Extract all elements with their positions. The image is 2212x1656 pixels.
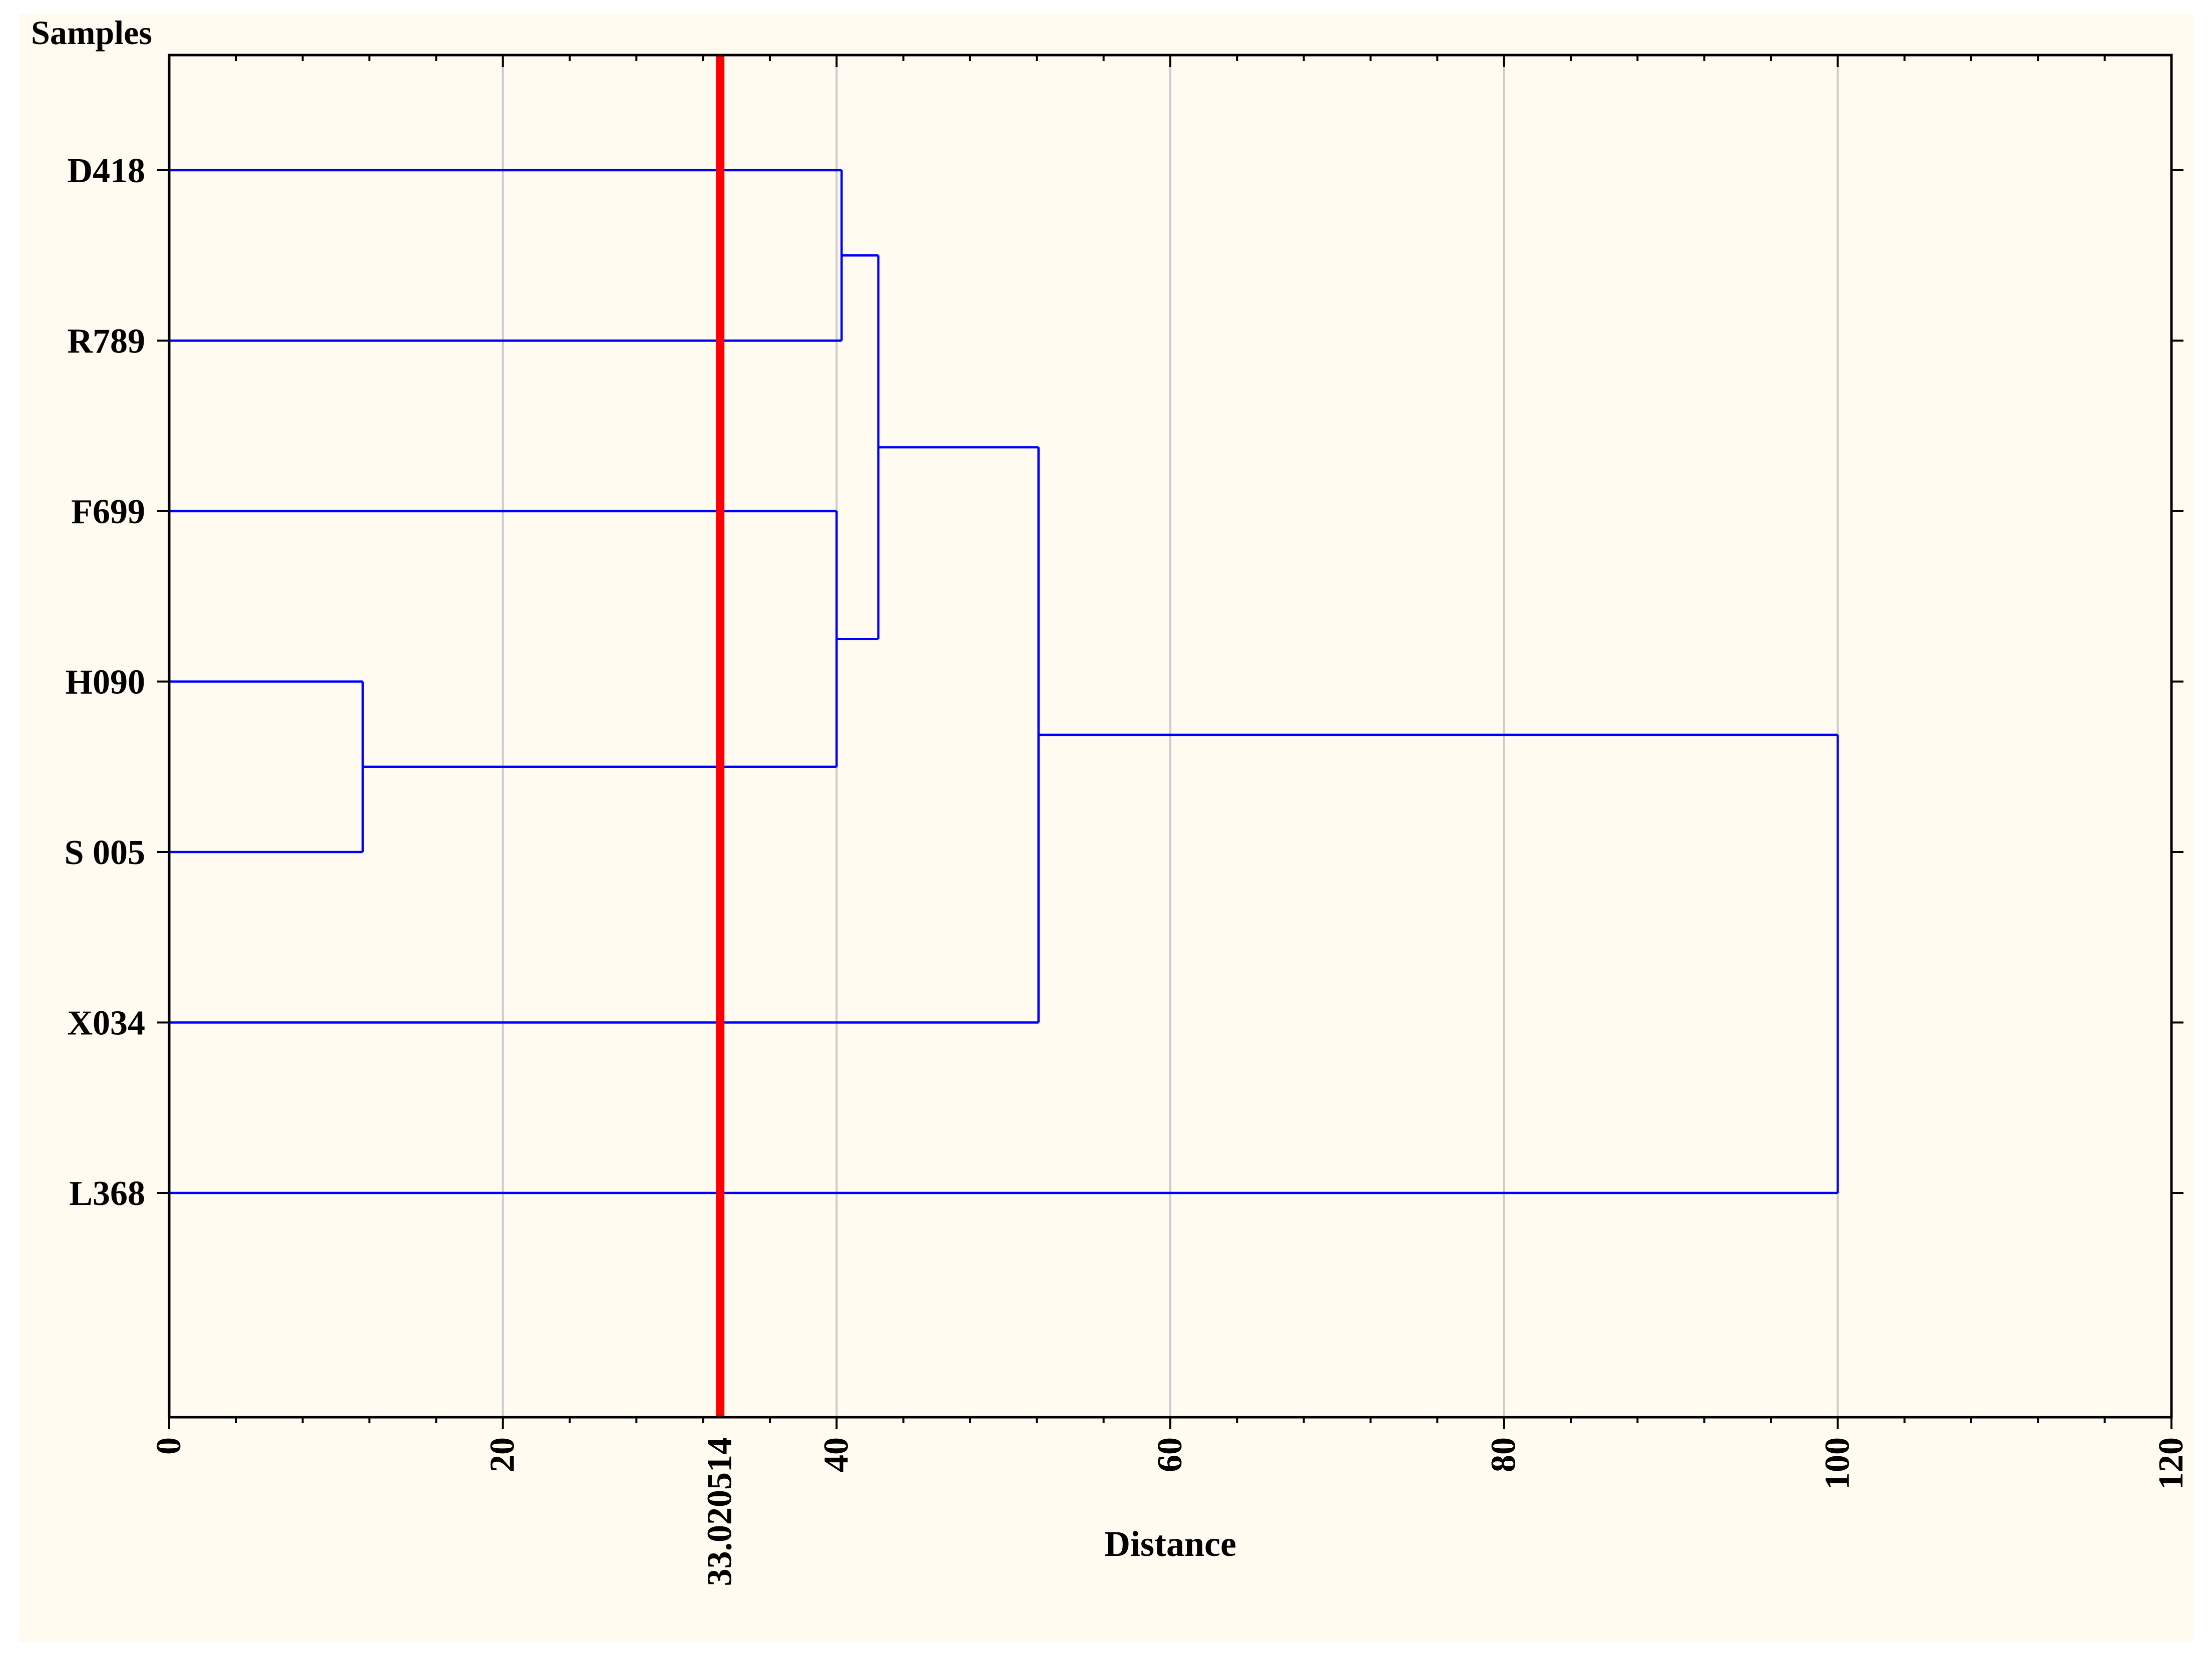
y-axis-title: Samples (31, 14, 152, 52)
x-tick-label: 100 (1818, 1437, 1857, 1490)
x-tick-labels: 0 20 40 60 80 100 120 (150, 1437, 2190, 1490)
dendrogram-chart: D418 R789 F699 H090 S 005 X034 L368 0 20 40 60 80 1… (31, 14, 2190, 1586)
dendrogram-links (169, 169, 1839, 1194)
sample-label: S 005 (65, 834, 145, 872)
sample-label: L368 (69, 1174, 145, 1213)
sample-label: D418 (67, 152, 145, 190)
grid-lines (502, 55, 1839, 1417)
sample-label: H090 (66, 663, 145, 702)
x-tick-label: 0 (150, 1437, 188, 1455)
chart-frame: D418 R789 F699 H090 S 005 X034 L368 0 20 40 60 80 1… (19, 14, 2193, 1642)
x-tick-label: 120 (2152, 1437, 2190, 1490)
axis-ticks (157, 55, 2183, 1429)
x-tick-label: 20 (484, 1437, 522, 1472)
x-tick-label: 80 (1485, 1437, 1523, 1472)
cutoff-value-label: 33.020514 (701, 1437, 739, 1586)
sample-labels: D418 R789 F699 H090 S 005 X034 L368 (65, 152, 145, 1213)
x-tick-label: 40 (817, 1437, 855, 1472)
sample-label: R789 (67, 322, 145, 361)
x-axis-title: Distance (1104, 1524, 1236, 1564)
sample-label: F699 (71, 493, 145, 531)
x-tick-label: 60 (1151, 1437, 1189, 1472)
sample-label: X034 (67, 1004, 145, 1043)
